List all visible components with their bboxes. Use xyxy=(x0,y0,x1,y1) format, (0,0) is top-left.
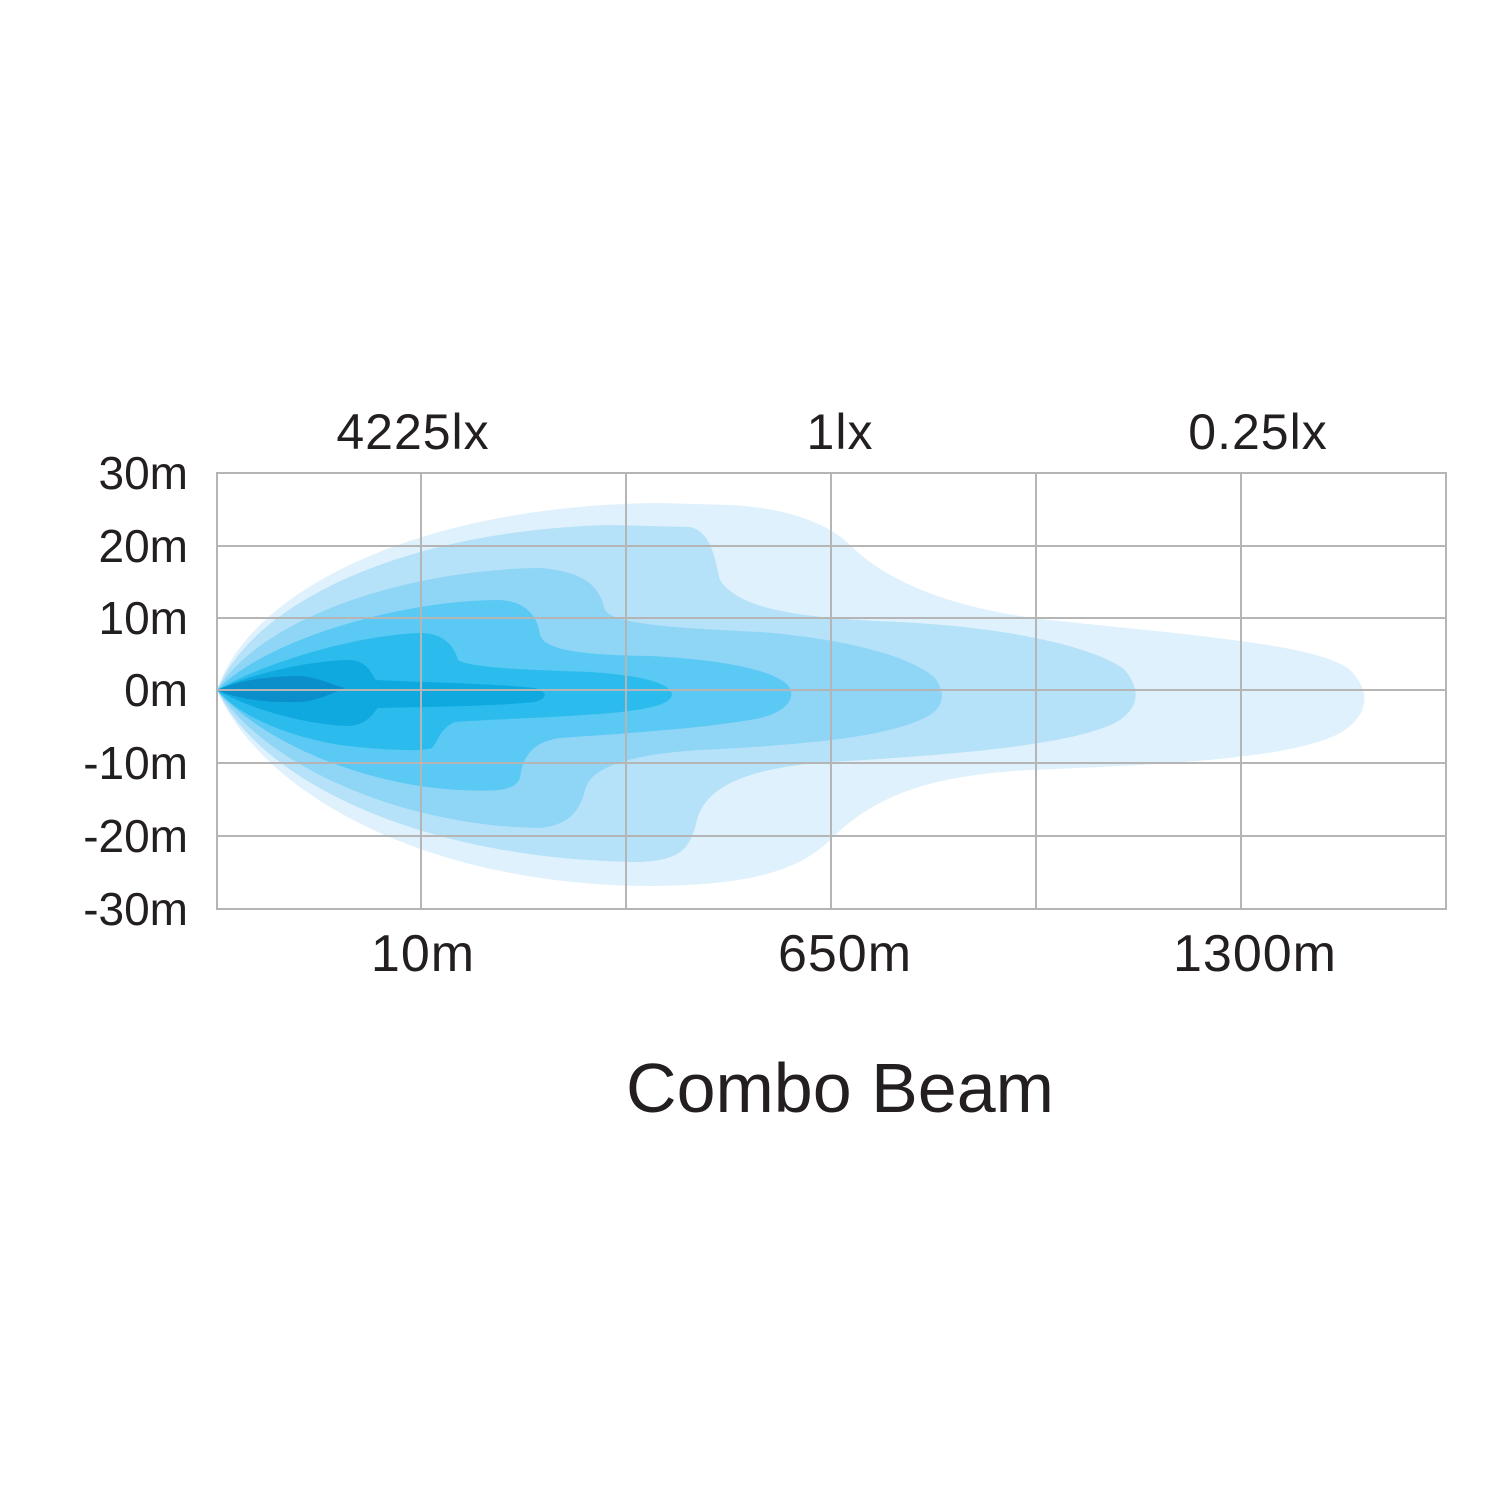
x-tick-label: 650m xyxy=(778,925,912,983)
lux-label: 0.25lx xyxy=(1188,404,1327,460)
lux-label: 4225lx xyxy=(336,404,489,460)
y-tick-label: -10m xyxy=(83,737,188,789)
x-axis: 10m 650m 1300m xyxy=(371,925,1337,983)
x-tick-label: 10m xyxy=(371,925,475,983)
x-tick-label: 1300m xyxy=(1173,925,1337,983)
lux-labels: 4225lx 1lx 0.25lx xyxy=(336,404,1327,460)
y-tick-label: 30m xyxy=(99,447,188,499)
y-tick-label: -30m xyxy=(83,883,188,935)
y-tick-label: 0m xyxy=(124,664,188,716)
lux-label: 1lx xyxy=(807,404,874,460)
chart-title: Combo Beam xyxy=(626,1049,1054,1127)
y-tick-label: -20m xyxy=(83,810,188,862)
y-tick-label: 20m xyxy=(99,520,188,572)
y-axis: 30m 20m 10m 0m -10m -20m -30m xyxy=(83,447,188,935)
y-tick-label: 10m xyxy=(99,592,188,644)
chart-grid xyxy=(216,472,1447,910)
beam-layers xyxy=(217,503,1365,886)
